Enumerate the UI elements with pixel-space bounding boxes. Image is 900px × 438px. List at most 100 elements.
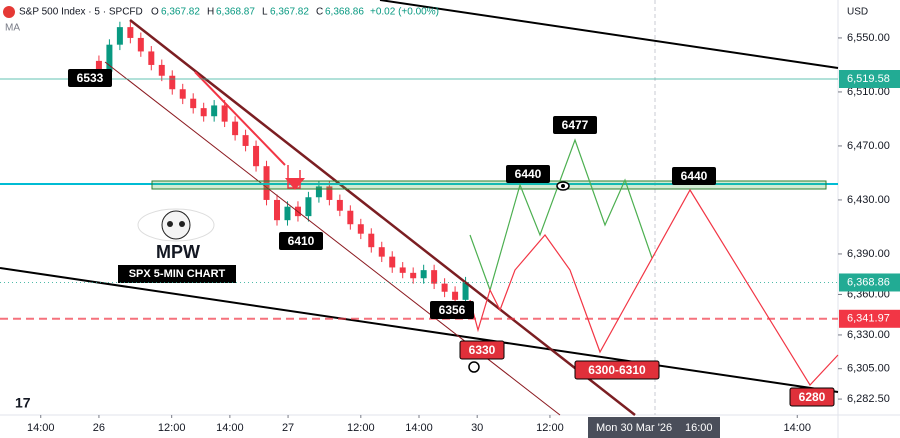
annotation: 6410 <box>288 234 315 248</box>
candle-body <box>242 135 249 146</box>
candle-body <box>462 282 469 300</box>
arrow <box>194 71 286 166</box>
candle-body <box>137 37 144 52</box>
candle-body <box>179 89 186 99</box>
candle-body <box>410 272 417 279</box>
x-tick-label: 12:00 <box>158 422 186 434</box>
ohlc-label: L <box>262 7 268 18</box>
candle-body <box>326 186 333 200</box>
candle-body <box>441 283 448 292</box>
annotation-box <box>279 232 323 250</box>
price-label: 6,519.58 <box>847 73 890 85</box>
indicator: MA <box>5 23 20 34</box>
candle-body <box>211 105 218 117</box>
annotation: 6477 <box>562 118 589 132</box>
candle-body <box>169 75 176 90</box>
ohlc-value: 6,367.82 <box>161 7 200 18</box>
currency: USD <box>847 7 868 18</box>
y-tick-label: 6,390.00 <box>847 248 890 260</box>
x-tick-label: 12:00 <box>347 422 375 434</box>
annotation-box <box>430 301 474 319</box>
annotation-box <box>459 340 505 360</box>
annotation-box <box>574 360 660 380</box>
candle-body <box>378 247 385 257</box>
caption-box <box>118 265 236 283</box>
candle-body <box>368 233 375 248</box>
candle-body <box>357 224 364 234</box>
trend-line <box>0 267 839 393</box>
x-tick-label: 14:00 <box>216 422 244 434</box>
logo <box>179 221 185 227</box>
candle-body <box>116 27 123 45</box>
y-tick-label: 6,430.00 <box>847 194 890 206</box>
change: +0.02 (+0.00%) <box>370 7 439 18</box>
logo <box>161 210 191 240</box>
price-label: 6,368.86 <box>847 276 890 288</box>
tv-logo: 17 <box>15 395 31 411</box>
ohlc-value: 6,368.87 <box>216 7 255 18</box>
price-label: 6,341.97 <box>847 313 890 325</box>
candle-body <box>420 270 427 279</box>
y-tick-label: 6,305.00 <box>847 363 890 375</box>
candle-body <box>253 145 260 167</box>
annotation-box <box>553 116 597 134</box>
candle-body <box>305 197 312 217</box>
brand: MPW <box>156 242 200 262</box>
candle-body <box>431 270 438 284</box>
candle-body <box>347 210 354 225</box>
y-tick-label: 6,550.00 <box>847 32 890 44</box>
symbol-logo <box>3 6 15 18</box>
candle-body <box>106 44 113 72</box>
x-tick-label: 14:00 <box>783 422 811 434</box>
caption: SPX 5-MIN CHART <box>129 268 226 280</box>
annotation: 6330 <box>469 343 496 357</box>
annotation-box <box>506 165 550 183</box>
candle-body <box>315 186 322 198</box>
crosshair-time-box <box>588 417 720 438</box>
x-tick-label: 30 <box>471 422 483 434</box>
candle-body <box>148 51 155 65</box>
crosshair-time: Mon 30 Mar '26 <box>596 422 672 434</box>
candle-body <box>200 108 207 117</box>
annotation: 6440 <box>681 169 708 183</box>
candle-body <box>399 267 406 273</box>
annotation-box <box>672 167 716 185</box>
x-tick-label: 12:00 <box>536 422 564 434</box>
price-label-box <box>839 273 900 292</box>
annotation: 6300-6310 <box>588 363 646 377</box>
projection-bear <box>469 188 839 386</box>
candle-body <box>232 121 239 136</box>
y-tick-label: 6,510.00 <box>847 86 890 98</box>
arrow-head <box>285 178 305 190</box>
candle-body <box>190 98 197 109</box>
channel-line <box>129 19 636 416</box>
candle-body <box>284 206 291 221</box>
y-tick-label: 6,330.00 <box>847 329 890 341</box>
annotation: 6356 <box>439 303 466 317</box>
annotation: 6533 <box>77 71 104 85</box>
annotation: 6440 <box>515 167 542 181</box>
logo <box>167 221 173 227</box>
x-tick-label: 14:00 <box>27 422 55 434</box>
x-tick-label: 14:00 <box>405 422 433 434</box>
y-tick-label: 6,470.00 <box>847 140 890 152</box>
price-label-box <box>839 70 900 89</box>
ohlc-label: H <box>207 7 214 18</box>
ohlc-value: 6,368.86 <box>325 7 364 18</box>
level-band <box>151 180 827 190</box>
candle-body <box>158 64 165 76</box>
trend-line <box>379 0 839 69</box>
candle-body <box>95 60 102 72</box>
ohlc-label: C <box>316 7 323 18</box>
annotation-box <box>789 387 835 407</box>
eye-icon <box>561 184 565 188</box>
candle-body <box>127 27 134 38</box>
ohlc-label: O <box>151 7 159 18</box>
candle-body <box>221 105 228 122</box>
candle-body <box>274 199 281 221</box>
price-label-box <box>839 309 900 328</box>
crosshair-clock: 16:00 <box>685 422 713 434</box>
